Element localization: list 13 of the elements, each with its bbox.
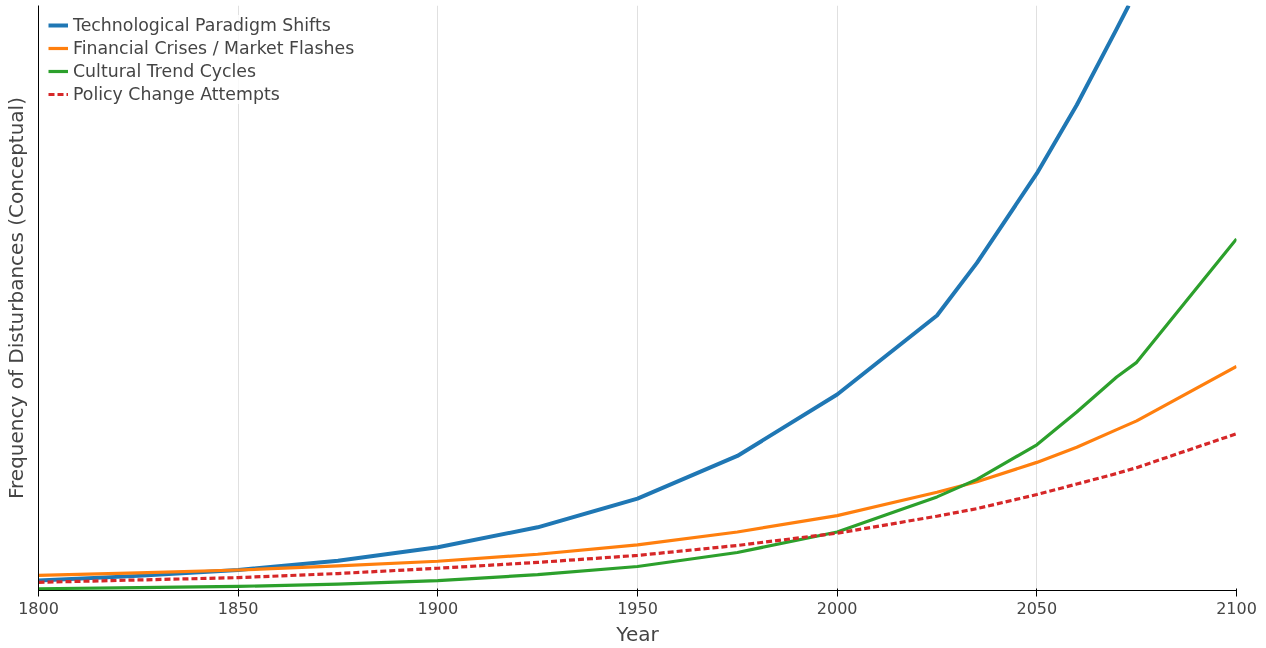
- y-axis-title: Frequency of Disturbances (Conceptual): [3, 97, 28, 499]
- x-tick-label: 2050: [1016, 598, 1058, 618]
- x-axis-title: Year: [615, 621, 660, 646]
- x-tick-label: 2000: [816, 598, 858, 618]
- legend-label: Policy Change Attempts: [73, 84, 280, 104]
- x-tick-label: 1950: [617, 598, 658, 618]
- x-tick-label: 1800: [18, 598, 59, 618]
- legend-label: Financial Crises / Market Flashes: [73, 38, 355, 58]
- legend-label: Technological Paradigm Shifts: [73, 15, 331, 35]
- x-tick-label: 1850: [217, 598, 259, 618]
- x-tick-label: 2100: [1216, 598, 1257, 618]
- x-tick-label: 1900: [417, 598, 459, 618]
- legend-label: Cultural Trend Cycles: [73, 61, 257, 81]
